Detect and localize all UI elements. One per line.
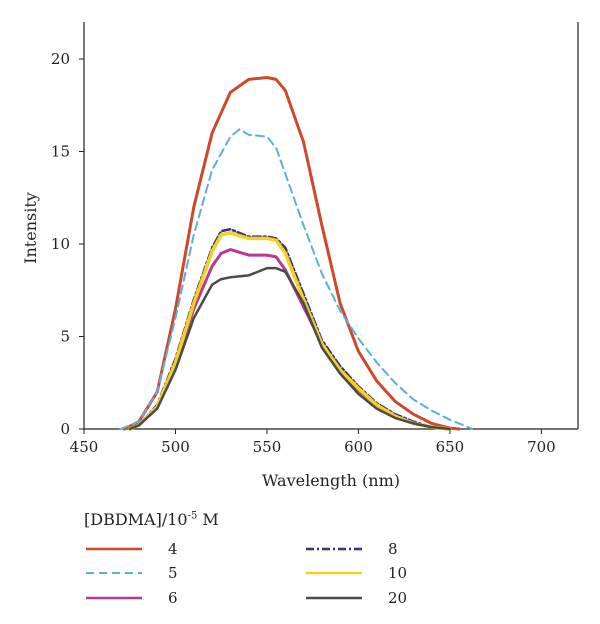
legend-swatch bbox=[86, 596, 142, 600]
legend-swatch bbox=[86, 547, 142, 551]
legend-label: 10 bbox=[388, 564, 408, 582]
series-line-10 bbox=[127, 231, 452, 431]
legend-item-6: 6 bbox=[84, 586, 178, 610]
legend-title-unit: M bbox=[197, 510, 219, 529]
legend-swatch bbox=[306, 596, 362, 600]
legend-title-main: [DBDMA]/10 bbox=[84, 510, 188, 529]
y-tick-label: 10 bbox=[51, 235, 70, 253]
legend-swatch bbox=[306, 547, 362, 551]
legend-item-4: 4 bbox=[84, 537, 178, 561]
x-axis-label: Wavelength (nm) bbox=[262, 471, 400, 490]
legend-title-exponent: -5 bbox=[187, 510, 198, 522]
series-line-8 bbox=[128, 227, 452, 431]
legend-label: 6 bbox=[168, 589, 178, 607]
legend-label: 4 bbox=[168, 540, 178, 558]
y-tick-label: 0 bbox=[60, 420, 70, 438]
series-line-20 bbox=[128, 266, 452, 431]
legend-label: 8 bbox=[388, 540, 398, 558]
legend-item-5: 5 bbox=[84, 561, 178, 585]
series-layer bbox=[119, 76, 473, 431]
legend-swatch bbox=[86, 572, 142, 574]
series-line-4 bbox=[122, 76, 461, 431]
y-tick-label: 5 bbox=[60, 328, 70, 346]
y-axis-ticks: 0 5 10 15 20 bbox=[51, 50, 84, 438]
x-tick-label: 650 bbox=[436, 438, 465, 456]
legend-item-10: 10 bbox=[304, 561, 407, 585]
legend-item-8: 8 bbox=[304, 537, 398, 561]
legend-label: 20 bbox=[388, 589, 408, 607]
y-tick-label: 20 bbox=[51, 50, 70, 68]
y-tick-label: 15 bbox=[51, 143, 70, 161]
x-tick-label: 600 bbox=[344, 438, 373, 456]
series-line-6 bbox=[128, 248, 452, 431]
x-tick-label: 450 bbox=[70, 438, 99, 456]
x-tick-label: 500 bbox=[161, 438, 190, 456]
legend-swatch bbox=[306, 571, 362, 575]
legend-label: 5 bbox=[168, 564, 178, 582]
legend: [DBDMA]/10-5 M 4 5 6 8 10 20 bbox=[0, 500, 600, 624]
chart: 450 500 550 600 650 700 0 5 10 15 20 Wavelength (… bbox=[21, 22, 579, 490]
y-axis-label: Intensity bbox=[21, 192, 40, 264]
x-tick-label: 700 bbox=[527, 438, 556, 456]
x-tick-label: 550 bbox=[253, 438, 282, 456]
series-line-5 bbox=[119, 128, 473, 430]
legend-item-20: 20 bbox=[304, 586, 407, 610]
plot-frame bbox=[83, 22, 579, 430]
x-axis-ticks: 450 500 550 600 650 700 bbox=[70, 429, 556, 456]
legend-title: [DBDMA]/10-5 M bbox=[84, 510, 219, 529]
